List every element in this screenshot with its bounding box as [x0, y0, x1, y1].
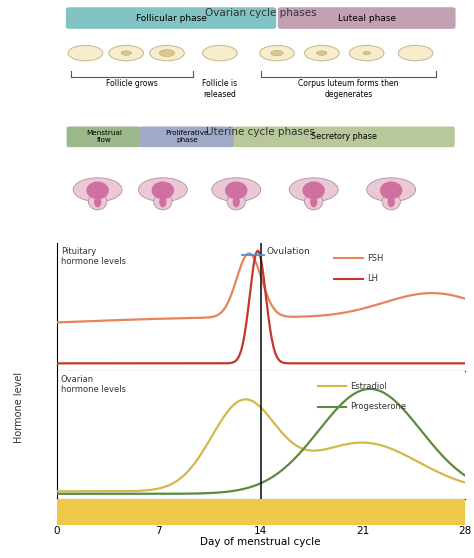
Ellipse shape: [89, 193, 107, 210]
Text: FSH: FSH: [367, 254, 383, 263]
Ellipse shape: [202, 45, 237, 61]
Ellipse shape: [73, 178, 122, 201]
Text: Follicle is
released: Follicle is released: [202, 79, 237, 99]
Ellipse shape: [150, 45, 184, 61]
Ellipse shape: [109, 45, 144, 61]
Ellipse shape: [227, 193, 246, 210]
Ellipse shape: [304, 193, 323, 210]
Ellipse shape: [138, 178, 187, 201]
FancyBboxPatch shape: [140, 127, 235, 147]
FancyBboxPatch shape: [67, 127, 141, 147]
Text: Menstrual
flow: Menstrual flow: [86, 131, 122, 143]
Ellipse shape: [304, 45, 339, 61]
Ellipse shape: [289, 178, 338, 201]
Ellipse shape: [212, 178, 261, 201]
Ellipse shape: [382, 193, 401, 210]
Text: Estradiol: Estradiol: [350, 382, 387, 391]
Ellipse shape: [367, 178, 416, 201]
Text: Luteal phase: Luteal phase: [337, 13, 396, 22]
Text: Ovulation: Ovulation: [266, 247, 310, 256]
Ellipse shape: [94, 196, 101, 208]
Ellipse shape: [152, 181, 174, 199]
X-axis label: Day of menstrual cycle: Day of menstrual cycle: [201, 537, 321, 547]
Ellipse shape: [387, 196, 395, 208]
Ellipse shape: [225, 181, 247, 199]
Text: Ovarian
hormone levels: Ovarian hormone levels: [61, 375, 126, 395]
FancyBboxPatch shape: [278, 7, 456, 29]
Ellipse shape: [349, 45, 384, 61]
Ellipse shape: [121, 51, 131, 55]
Text: Hormone level: Hormone level: [14, 372, 24, 443]
Ellipse shape: [363, 51, 370, 55]
Ellipse shape: [398, 45, 433, 61]
Ellipse shape: [260, 45, 294, 61]
Ellipse shape: [159, 196, 166, 208]
Text: Pituitary
hormone levels: Pituitary hormone levels: [61, 247, 126, 266]
Ellipse shape: [159, 50, 175, 56]
Ellipse shape: [154, 193, 172, 210]
Ellipse shape: [302, 181, 325, 199]
Text: Follicle grows: Follicle grows: [107, 79, 158, 88]
Text: Corpus luteum forms then
degenerates: Corpus luteum forms then degenerates: [298, 79, 399, 99]
Ellipse shape: [86, 181, 109, 199]
Ellipse shape: [380, 181, 402, 199]
FancyBboxPatch shape: [234, 127, 455, 147]
Text: Secretory phase: Secretory phase: [311, 132, 377, 141]
Text: Follicular phase: Follicular phase: [136, 13, 207, 22]
Text: Uterine cycle phases: Uterine cycle phases: [206, 127, 315, 137]
Ellipse shape: [317, 51, 327, 55]
Text: Ovarian cycle phases: Ovarian cycle phases: [205, 8, 317, 18]
Text: Proliferative
phase: Proliferative phase: [165, 131, 209, 143]
FancyBboxPatch shape: [66, 7, 276, 29]
Ellipse shape: [271, 50, 283, 56]
Ellipse shape: [68, 45, 103, 61]
Text: Progesterone: Progesterone: [350, 402, 407, 411]
Ellipse shape: [310, 196, 318, 208]
Text: LH: LH: [367, 275, 378, 283]
Ellipse shape: [233, 196, 240, 208]
